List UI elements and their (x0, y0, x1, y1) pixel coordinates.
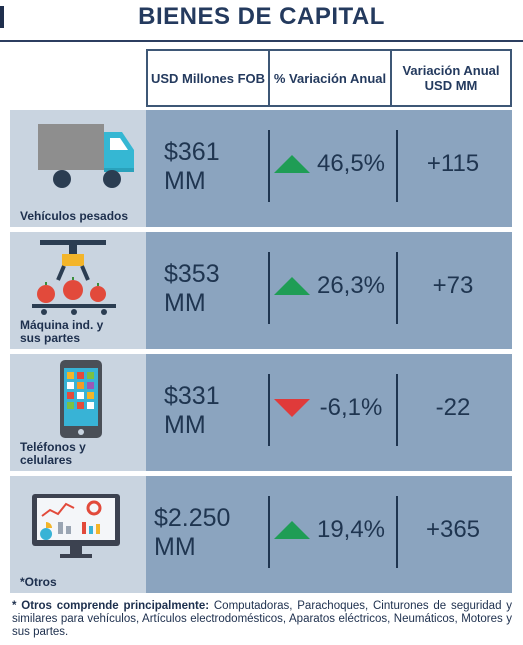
row-data: $361 MM 46,5% +115 (146, 110, 512, 227)
pct-value: -6,1% (319, 394, 383, 421)
row-data: $353 MM 26,3% +73 (146, 232, 512, 349)
column-divider (396, 252, 398, 324)
variation-value: +73 (432, 272, 474, 299)
column-divider (396, 130, 398, 202)
row-data: $331 MM -6,1% -22 (146, 354, 512, 471)
pct-value: 26,3% (316, 272, 386, 299)
column-divider (268, 130, 270, 202)
row-icon-cell: Vehículos pesados (10, 110, 146, 227)
table-row: Máquina ind. y sus partes $353 MM 26,3% … (10, 232, 512, 349)
table-header: USD Millones FOB % Variación Anual Varia… (146, 49, 512, 107)
footnote: * Otros comprende principalmente: Comput… (12, 600, 512, 639)
row-label: *Otros (20, 575, 57, 589)
footnote-text: Computadoras, Parachoques, Cinturones de… (12, 600, 512, 638)
row-data: $2.250 MM 19,4% +365 (146, 476, 512, 593)
pct-value: 19,4% (316, 516, 386, 543)
footnote-prefix: * Otros comprende principalmente: (12, 600, 210, 612)
computer-monitor-icon (32, 494, 120, 558)
row-label: Máquina ind. y sus partes (20, 318, 104, 345)
robotic-arm-icon (32, 240, 116, 315)
variation-value: +115 (426, 150, 480, 177)
title-divider (0, 40, 523, 42)
header-pct-variation: % Variación Anual (270, 49, 392, 107)
page-title: BIENES DE CAPITAL (138, 3, 385, 30)
column-divider (268, 496, 270, 568)
table-row: Teléfonos y celulares $331 MM -6,1% -22 (10, 354, 512, 471)
row-icon-cell: Teléfonos y celulares (10, 354, 146, 471)
table-row: Vehículos pesados $361 MM 46,5% +115 (10, 110, 512, 227)
column-divider (268, 374, 270, 446)
up-arrow-icon (274, 277, 310, 295)
header-usd-fob: USD Millones FOB (146, 49, 270, 107)
down-arrow-icon (274, 399, 310, 417)
variation-value: -22 (435, 394, 471, 421)
row-icon-cell: *Otros (10, 476, 146, 593)
smartphone-icon (60, 360, 102, 438)
row-label: Vehículos pesados (20, 209, 129, 223)
fob-value: $2.250 MM (154, 504, 231, 561)
fob-value: $353 MM (164, 260, 220, 317)
variation-value: +365 (425, 516, 481, 543)
table-row: *Otros $2.250 MM 19,4% +365 (10, 476, 512, 593)
left-edge-mark (0, 6, 4, 28)
row-label: Teléfonos y celulares (20, 440, 86, 467)
column-divider (396, 374, 398, 446)
pct-value: 46,5% (316, 150, 386, 177)
header-annual-variation: Variación Anual USD MM (392, 49, 512, 107)
truck-icon (38, 124, 134, 188)
up-arrow-icon (274, 521, 310, 539)
column-divider (396, 496, 398, 568)
fob-value: $331 MM (164, 382, 220, 439)
fob-value: $361 MM (164, 138, 220, 195)
row-icon-cell: Máquina ind. y sus partes (10, 232, 146, 349)
column-divider (268, 252, 270, 324)
up-arrow-icon (274, 155, 310, 173)
